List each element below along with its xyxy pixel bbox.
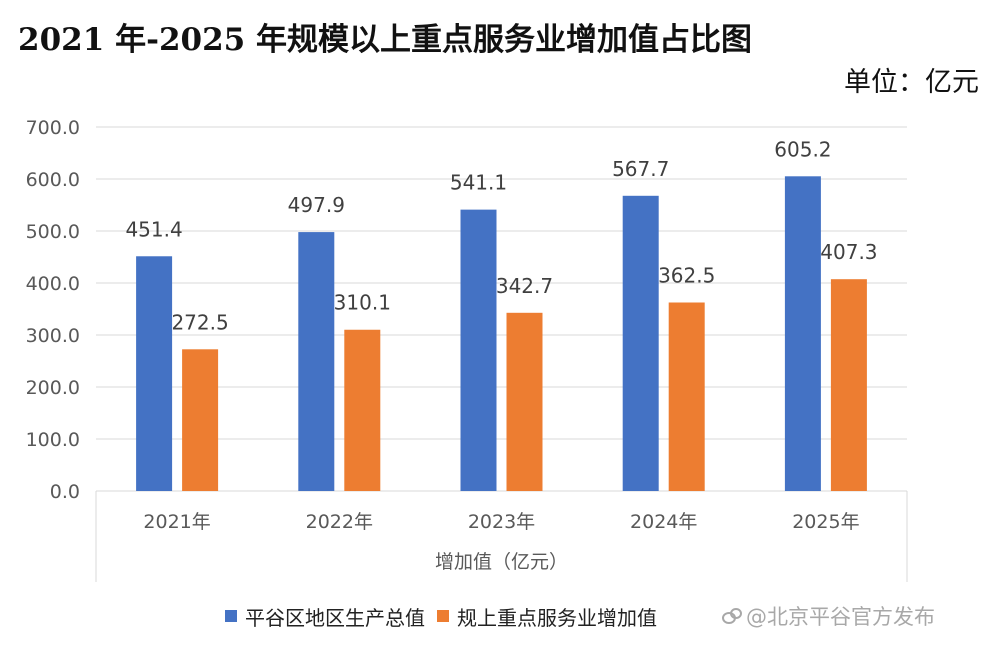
y-tick-label: 0.0 (50, 481, 80, 503)
y-tick-label: 600.0 (26, 169, 80, 191)
data-label: 541.1 (450, 171, 507, 195)
data-label: 451.4 (125, 217, 182, 241)
bar-series1 (784, 176, 821, 491)
legend-item-series1: 平谷区地区生产总值 (225, 602, 425, 631)
legend-label-series1: 平谷区地区生产总值 (245, 605, 425, 630)
legend-swatch-series2 (437, 610, 449, 622)
bar-series2 (182, 349, 219, 491)
legend: 平谷区地区生产总值 规上重点服务业增加值 (225, 602, 669, 631)
bar-series1 (460, 209, 497, 492)
data-label: 497.9 (288, 193, 345, 217)
legend-item-series2: 规上重点服务业增加值 (437, 602, 657, 631)
data-label: 407.3 (820, 240, 877, 264)
bar-series2 (344, 329, 381, 491)
bar-series1 (136, 256, 173, 491)
data-label: 362.5 (658, 264, 715, 288)
legend-label-series2: 规上重点服务业增加值 (457, 605, 657, 630)
x-tick-label: 2023年 (468, 511, 535, 533)
y-tick-label: 200.0 (26, 377, 80, 399)
bar-series2 (830, 279, 867, 491)
x-axis-title: 增加值（亿元） (435, 551, 568, 573)
data-label: 567.7 (612, 157, 669, 181)
legend-swatch-series1 (225, 610, 237, 622)
y-tick-label: 100.0 (26, 429, 80, 451)
y-tick-label: 500.0 (26, 221, 80, 243)
bar-series1 (298, 232, 335, 492)
bar-series2 (668, 302, 705, 491)
y-tick-label: 700.0 (26, 117, 80, 139)
watermark-text: @北京平谷官方发布 (746, 605, 935, 629)
weibo-icon (722, 607, 742, 625)
chart-title: 2021 年-2025 年规模以上重点服务业增加值占比图 (18, 22, 753, 58)
unit-label: 单位：亿元 (844, 67, 979, 98)
x-tick-label: 2024年 (630, 511, 697, 533)
y-tick-label: 300.0 (26, 325, 80, 347)
data-label: 342.7 (496, 274, 553, 298)
data-label: 310.1 (334, 291, 391, 315)
x-tick-label: 2025年 (792, 511, 859, 533)
x-tick-label: 2022年 (306, 511, 373, 533)
y-tick-label: 400.0 (26, 273, 80, 295)
bar-series1 (622, 195, 659, 491)
x-tick-label: 2021年 (143, 511, 210, 533)
data-label: 272.5 (171, 310, 228, 334)
watermark: @北京平谷官方发布 (722, 603, 935, 629)
data-label: 605.2 (774, 137, 831, 161)
bar-series2 (506, 312, 543, 491)
